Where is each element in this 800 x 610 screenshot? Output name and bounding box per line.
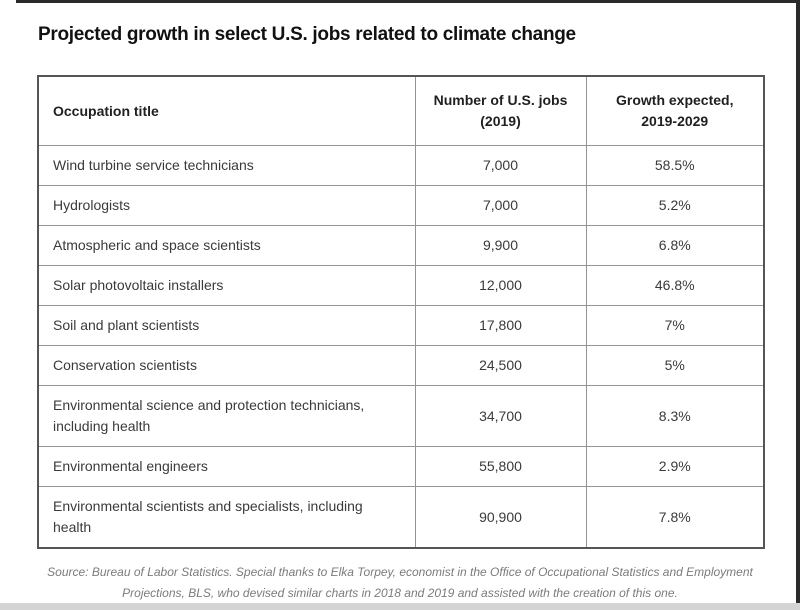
table-row: Soil and plant scientists 17,800 7% xyxy=(37,305,765,346)
column-header-occupation-title: Occupation title xyxy=(37,75,416,146)
table-row: Atmospheric and space scientists 9,900 6… xyxy=(37,225,765,266)
growth-percent-cell: 8.3% xyxy=(585,385,765,447)
table-header-row: Occupation title Number of U.S. jobs (20… xyxy=(37,75,765,146)
jobs-count-cell: 34,700 xyxy=(414,385,587,447)
occupation-cell: Wind turbine service technicians xyxy=(37,145,416,186)
jobs-count-cell: 24,500 xyxy=(414,345,587,386)
growth-percent-cell: 7% xyxy=(585,305,765,346)
occupation-cell: Solar photovoltaic installers xyxy=(37,265,416,306)
table-row: Wind turbine service technicians 7,000 5… xyxy=(37,145,765,186)
jobs-count-cell: 90,900 xyxy=(414,486,587,549)
table-row: Solar photovoltaic installers 12,000 46.… xyxy=(37,265,765,306)
jobs-count-cell: 12,000 xyxy=(414,265,587,306)
occupation-cell: Environmental scientists and specialists… xyxy=(37,486,416,549)
window-top-edge xyxy=(16,0,800,3)
occupation-cell: Atmospheric and space scientists xyxy=(37,225,416,266)
occupation-cell: Environmental engineers xyxy=(37,446,416,487)
growth-percent-cell: 58.5% xyxy=(585,145,765,186)
occupation-cell: Soil and plant scientists xyxy=(37,305,416,346)
growth-percent-cell: 5% xyxy=(585,345,765,386)
jobs-count-cell: 55,800 xyxy=(414,446,587,487)
window-bottom-edge xyxy=(0,603,800,610)
table-row: Environmental science and protection tec… xyxy=(37,385,765,447)
jobs-count-cell: 7,000 xyxy=(414,185,587,226)
occupation-cell: Conservation scientists xyxy=(37,345,416,386)
growth-percent-cell: 5.2% xyxy=(585,185,765,226)
table-row: Environmental scientists and specialists… xyxy=(37,486,765,549)
growth-percent-cell: 2.9% xyxy=(585,446,765,487)
occupation-cell: Environmental science and protection tec… xyxy=(37,385,416,447)
jobs-count-cell: 17,800 xyxy=(414,305,587,346)
growth-percent-cell: 6.8% xyxy=(585,225,765,266)
occupation-cell: Hydrologists xyxy=(37,185,416,226)
source-note: Source: Bureau of Labor Statistics. Spec… xyxy=(47,565,753,600)
window-right-edge xyxy=(796,0,800,604)
page-title: Projected growth in select U.S. jobs rel… xyxy=(38,24,576,45)
jobs-count-cell: 9,900 xyxy=(414,225,587,266)
growth-percent-cell: 7.8% xyxy=(585,486,765,549)
table-row: Environmental engineers 55,800 2.9% xyxy=(37,446,765,487)
growth-percent-cell: 46.8% xyxy=(585,265,765,306)
table-row: Conservation scientists 24,500 5% xyxy=(37,345,765,386)
jobs-count-cell: 7,000 xyxy=(414,145,587,186)
table-row: Hydrologists 7,000 5.2% xyxy=(37,185,765,226)
column-header-jobs-2019: Number of U.S. jobs (2019) xyxy=(414,75,587,146)
jobs-table: Occupation title Number of U.S. jobs (20… xyxy=(37,75,765,549)
column-header-growth-expected: Growth expected, 2019-2029 xyxy=(585,75,765,146)
